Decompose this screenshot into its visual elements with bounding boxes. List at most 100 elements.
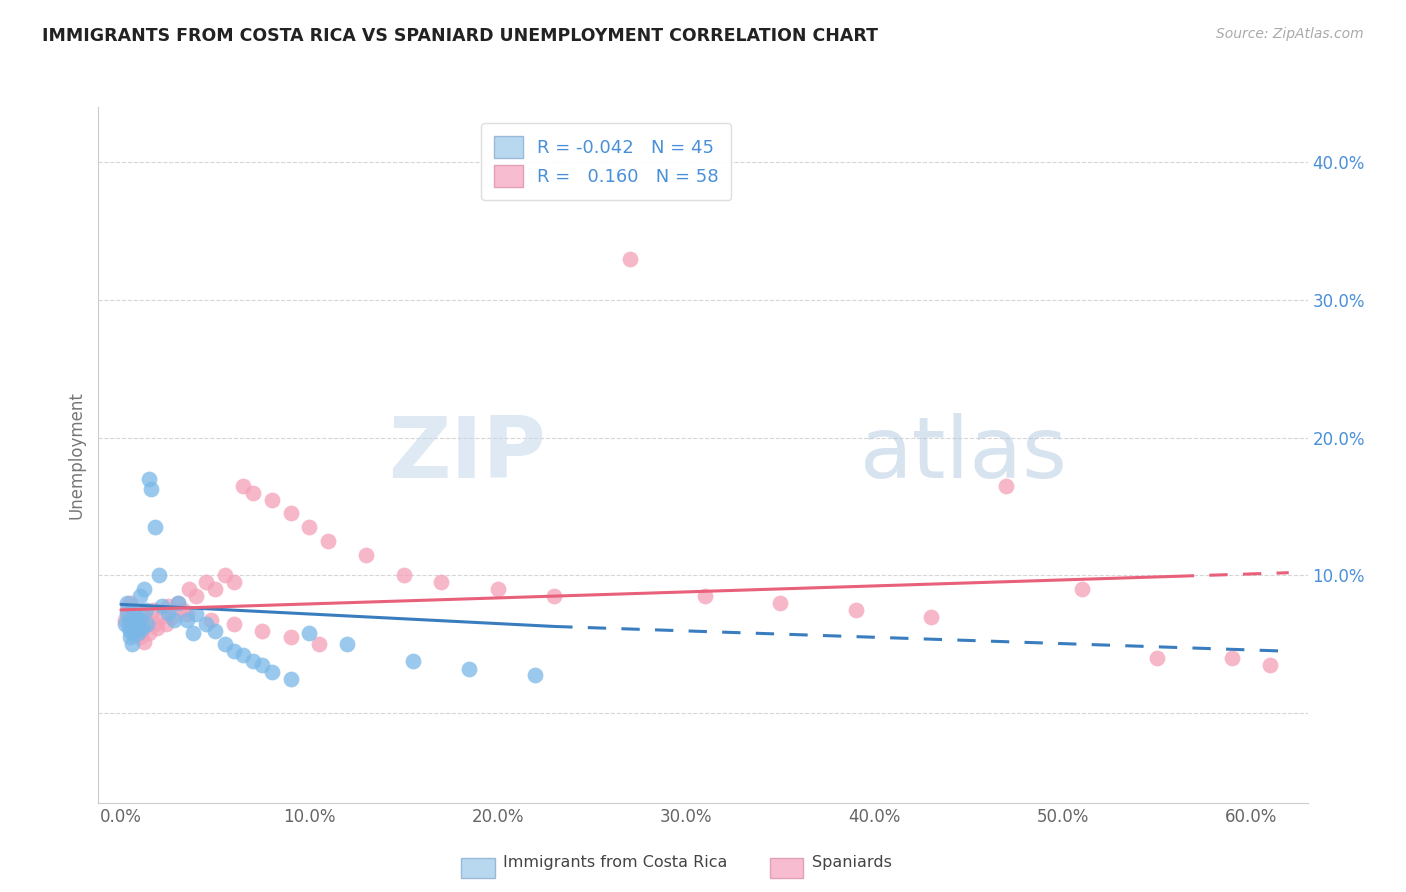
- Point: [242, 654, 264, 668]
- Point: [1146, 651, 1168, 665]
- Point: [115, 603, 138, 617]
- Point: [127, 616, 149, 631]
- Point: [222, 644, 245, 658]
- Point: [155, 616, 177, 631]
- Point: [136, 616, 159, 631]
- Point: [920, 609, 942, 624]
- Point: [157, 606, 180, 620]
- Point: [143, 616, 166, 631]
- Point: [172, 603, 194, 617]
- Point: [121, 626, 143, 640]
- Point: [232, 479, 254, 493]
- Point: [125, 624, 148, 638]
- Text: Immigrants from Costa Rica: Immigrants from Costa Rica: [503, 855, 728, 870]
- Text: ZIP: ZIP: [388, 413, 546, 497]
- Point: [117, 616, 139, 631]
- Point: [131, 621, 153, 635]
- Text: Source: ZipAtlas.com: Source: ZipAtlas.com: [1216, 27, 1364, 41]
- Point: [402, 654, 425, 668]
- Point: [120, 624, 142, 638]
- Point: [125, 626, 148, 640]
- Point: [336, 637, 359, 651]
- Point: [186, 589, 208, 603]
- Point: [128, 589, 150, 603]
- Point: [115, 596, 138, 610]
- Point: [298, 520, 321, 534]
- Point: [995, 479, 1018, 493]
- Point: [160, 609, 183, 624]
- Point: [845, 603, 868, 617]
- Point: [524, 667, 547, 681]
- Point: [1258, 658, 1281, 673]
- Point: [117, 621, 139, 635]
- Point: [392, 568, 415, 582]
- Point: [125, 609, 148, 624]
- Point: [252, 658, 274, 673]
- Text: IMMIGRANTS FROM COSTA RICA VS SPANIARD UNEMPLOYMENT CORRELATION CHART: IMMIGRANTS FROM COSTA RICA VS SPANIARD U…: [42, 27, 879, 45]
- Point: [204, 624, 226, 638]
- Point: [298, 626, 321, 640]
- Point: [194, 616, 217, 631]
- Point: [117, 613, 139, 627]
- Point: [132, 607, 155, 621]
- Point: [148, 568, 170, 582]
- Point: [260, 665, 283, 679]
- Point: [157, 599, 180, 613]
- Point: [121, 637, 143, 651]
- Point: [543, 589, 565, 603]
- Point: [166, 596, 188, 610]
- Legend: R = -0.042   N = 45, R =   0.160   N = 58: R = -0.042 N = 45, R = 0.160 N = 58: [481, 123, 731, 200]
- Point: [316, 534, 339, 549]
- Point: [122, 616, 145, 631]
- Point: [458, 662, 481, 676]
- Point: [176, 607, 198, 621]
- Point: [134, 613, 156, 627]
- Point: [214, 637, 236, 651]
- Point: [354, 548, 377, 562]
- Point: [619, 252, 641, 266]
- Point: [1220, 651, 1243, 665]
- Point: [186, 607, 208, 621]
- Point: [222, 575, 245, 590]
- Point: [142, 603, 165, 617]
- Point: [486, 582, 509, 597]
- Point: [143, 520, 166, 534]
- FancyBboxPatch shape: [769, 858, 803, 878]
- Point: [120, 631, 142, 645]
- Point: [280, 672, 302, 686]
- Point: [127, 626, 149, 640]
- Point: [141, 482, 163, 496]
- Point: [114, 613, 136, 627]
- Point: [280, 507, 302, 521]
- Point: [128, 631, 150, 645]
- Point: [138, 472, 160, 486]
- Point: [194, 575, 217, 590]
- Point: [120, 596, 142, 610]
- Point: [177, 582, 200, 597]
- Point: [131, 624, 153, 638]
- Point: [163, 613, 186, 627]
- Point: [232, 648, 254, 663]
- Point: [222, 616, 245, 631]
- Text: Spaniards: Spaniards: [811, 855, 891, 870]
- Point: [430, 575, 453, 590]
- Point: [200, 613, 222, 627]
- Point: [149, 609, 172, 624]
- Point: [214, 568, 236, 582]
- Point: [693, 589, 716, 603]
- Point: [138, 626, 160, 640]
- Point: [1070, 582, 1092, 597]
- Point: [132, 634, 155, 648]
- Point: [242, 485, 264, 500]
- Text: atlas: atlas: [860, 413, 1069, 497]
- Point: [146, 621, 169, 635]
- Point: [122, 603, 145, 617]
- Point: [114, 616, 136, 631]
- Point: [125, 613, 148, 627]
- Point: [166, 596, 188, 610]
- Point: [122, 607, 145, 621]
- Point: [181, 626, 204, 640]
- Point: [132, 582, 155, 597]
- Point: [252, 624, 274, 638]
- Point: [176, 613, 198, 627]
